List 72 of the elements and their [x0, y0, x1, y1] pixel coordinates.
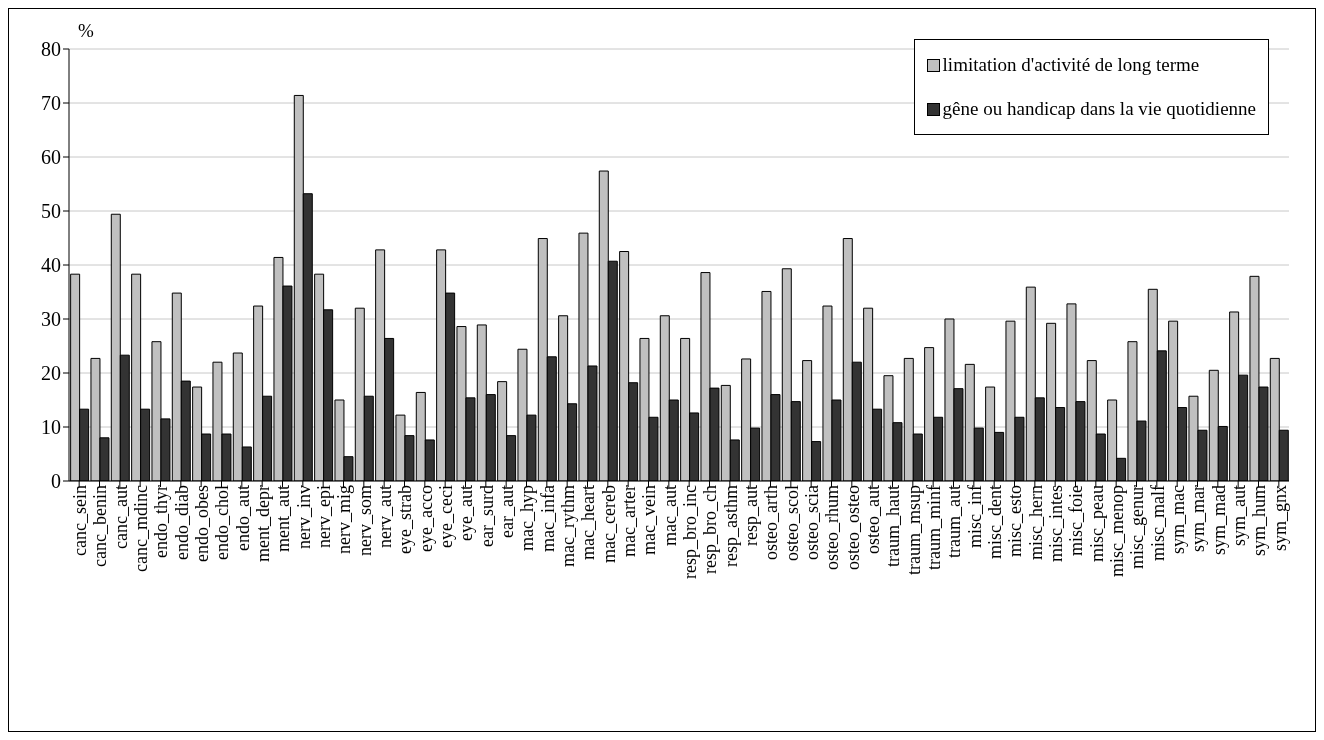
x-tick-label: sym_gnx: [1269, 485, 1290, 552]
x-tick-label: ment_depr: [252, 485, 273, 562]
x-tick-label: resp_bro_ch: [700, 485, 721, 574]
x-tick-label: osteo_scol: [781, 485, 802, 561]
x-tick-label: mac_cereb: [598, 485, 619, 563]
x-tick-label: sym_mar: [1188, 485, 1209, 552]
x-tick-label: misc_genur: [1127, 485, 1148, 569]
x-tick-label: endo_aut: [232, 485, 253, 551]
x-tick-label: nerv_epi: [313, 485, 334, 548]
x-tick-label: misc_hern: [1025, 485, 1046, 560]
x-tick-label: sym_hum: [1249, 485, 1270, 557]
x-tick-label: osteo_scia: [801, 484, 822, 560]
y-tick-label: 10: [41, 416, 61, 439]
x-tick-label: resp_aut: [740, 485, 761, 546]
x-tick-label: sym_mac: [1167, 485, 1188, 554]
x-tick-label: canc_sein: [69, 485, 90, 556]
x-tick-label: nerv_mig: [334, 485, 355, 554]
x-tick-label: misc_dent: [984, 485, 1005, 559]
x-tick-label: traum_msup: [903, 485, 924, 575]
x-tick-label: mac_vein: [639, 485, 660, 555]
x-tick-label: misc_menop: [1106, 485, 1127, 577]
x-tick-label: eye_acco: [415, 485, 436, 552]
y-tick-label: 30: [41, 308, 61, 331]
x-tick-label: resp_asthm: [720, 485, 741, 567]
legend-label: limitation d'activité de long terme: [942, 54, 1200, 76]
x-tick-label: osteo_rhum: [822, 485, 843, 570]
x-tick-label: ment_aut: [273, 485, 294, 552]
x-tick-label: traum_haut: [883, 485, 904, 567]
x-tick-label: canc_benin: [90, 485, 111, 567]
y-axis-title: %: [78, 20, 95, 41]
y-tick-label: 0: [51, 470, 61, 493]
x-tick-label: mac_rythm: [557, 485, 578, 567]
y-tick-label: 20: [41, 362, 61, 385]
y-tick-label: 40: [41, 254, 61, 277]
x-tick-label: nerv_aut: [374, 485, 395, 548]
x-tick-label: nerv_inv: [293, 485, 314, 549]
x-tick-label: osteo_arth: [761, 485, 782, 560]
x-tick-label: mac_hyp: [517, 485, 538, 551]
x-tick-label: canc_aut: [110, 485, 131, 549]
x-tick-label: endo_chol: [212, 485, 233, 560]
y-tick-label: 80: [41, 38, 61, 61]
x-tick-label: canc_mdinc: [130, 485, 151, 572]
y-tick-label: 50: [41, 200, 61, 223]
x-tick-label: misc_esto: [1005, 485, 1026, 557]
x-tick-label: mac_heart: [578, 485, 599, 560]
x-tick-label: ear_surd: [476, 485, 497, 547]
x-tick-label: sym_aut: [1228, 485, 1249, 546]
x-tick-label: misc_malf: [1147, 485, 1168, 561]
x-tick-label: mac_aut: [659, 485, 680, 546]
x-tick-label: traum_minf: [923, 485, 944, 570]
x-tick-label: osteo_aut: [862, 485, 883, 554]
x-tick-label: nerv_som: [354, 485, 375, 556]
x-tick-label: endo_obes: [191, 485, 212, 562]
x-tick-label: endo_diab: [171, 485, 192, 560]
x-tick-label: misc_intes: [1045, 485, 1066, 562]
x-tick-label: endo_thyr: [151, 484, 172, 558]
legend-label: gêne ou handicap dans la vie quotidienne: [942, 98, 1256, 120]
x-tick-label: ear_aut: [496, 485, 517, 538]
x-tick-label: misc_inf: [964, 485, 985, 548]
x-tick-label: eye_ceci: [435, 485, 456, 548]
x-tick-label: misc_peau: [1086, 485, 1107, 562]
y-tick-label: 60: [41, 146, 61, 169]
x-tick-label: eye_aut: [456, 485, 477, 541]
x-tick-label: traum_aut: [944, 485, 965, 558]
x-tick-label: osteo_osteo: [842, 485, 863, 570]
y-tick-label: 70: [41, 92, 61, 115]
x-tick-label: sym_mad: [1208, 485, 1229, 555]
x-tick-label: resp_bro_inc: [679, 485, 700, 579]
x-tick-label: misc_foie: [1066, 484, 1087, 556]
x-tick-label: mac_arter: [618, 485, 639, 557]
x-tick-label: eye_strab: [395, 485, 416, 554]
x-tick-label: mac_infa: [537, 484, 558, 552]
